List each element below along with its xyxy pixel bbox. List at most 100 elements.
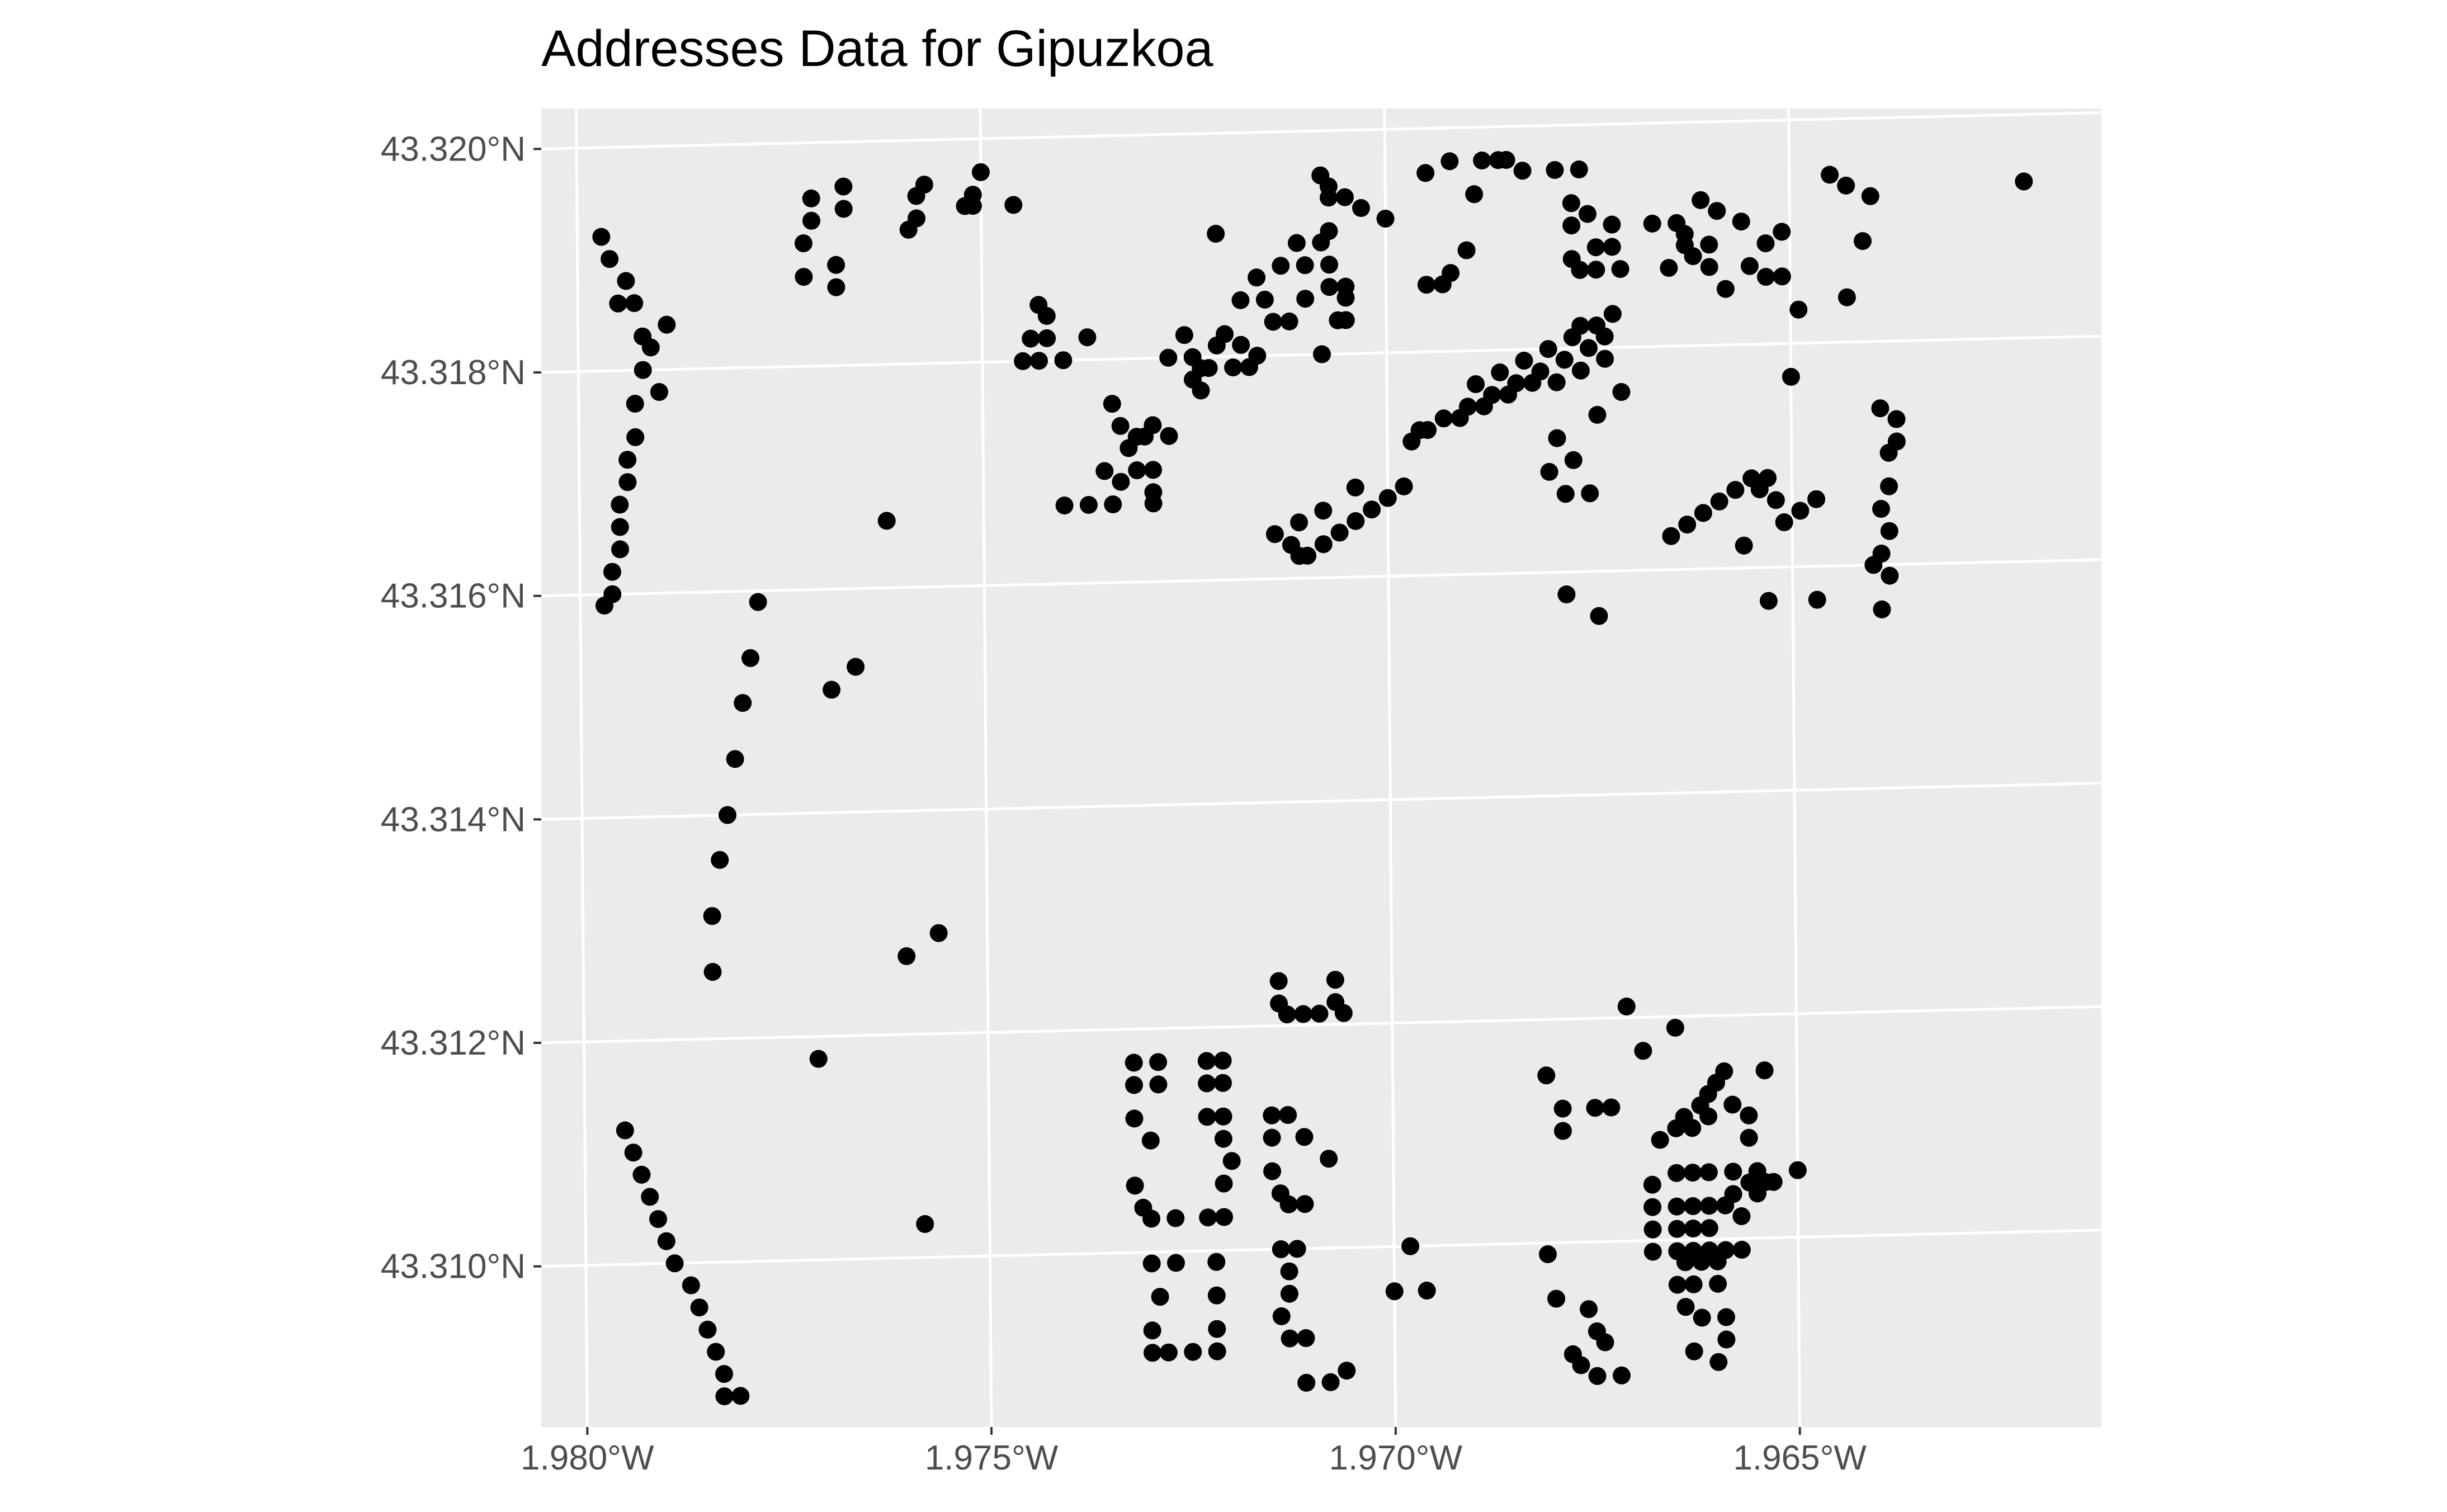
data-point bbox=[1467, 375, 1485, 393]
data-point bbox=[1740, 257, 1759, 275]
data-point bbox=[1553, 1099, 1572, 1118]
data-point bbox=[1723, 1095, 1742, 1114]
data-point bbox=[1588, 1367, 1607, 1385]
data-point bbox=[626, 395, 644, 413]
data-point bbox=[1248, 347, 1267, 365]
data-point bbox=[1255, 290, 1274, 309]
data-point bbox=[601, 250, 619, 268]
data-point bbox=[1580, 339, 1598, 357]
data-point bbox=[1207, 1286, 1226, 1305]
data-point bbox=[1215, 1174, 1233, 1193]
data-point bbox=[1588, 405, 1607, 424]
data-point bbox=[802, 211, 820, 230]
data-point bbox=[1184, 1343, 1202, 1361]
data-point bbox=[1434, 409, 1453, 428]
data-point bbox=[1759, 592, 1778, 610]
data-point bbox=[1726, 481, 1745, 499]
data-point bbox=[1700, 235, 1718, 254]
data-point bbox=[1668, 1220, 1686, 1238]
chart-title: Addresses Data for Gipuzkoa bbox=[541, 20, 1214, 77]
data-point bbox=[611, 495, 629, 514]
data-point bbox=[809, 1050, 828, 1068]
data-point bbox=[665, 1254, 684, 1273]
plot-panel bbox=[541, 108, 2101, 1427]
data-point bbox=[1314, 535, 1333, 554]
data-point bbox=[1611, 260, 1629, 278]
data-point bbox=[1724, 1185, 1742, 1203]
y-tick-label: 43.312°N bbox=[381, 1024, 526, 1062]
data-point bbox=[649, 1210, 667, 1228]
data-point bbox=[1732, 1241, 1751, 1259]
data-point bbox=[897, 947, 916, 965]
data-point bbox=[1144, 1344, 1161, 1362]
data-point bbox=[1499, 385, 1518, 404]
data-point bbox=[1269, 972, 1288, 990]
data-point bbox=[1586, 238, 1605, 257]
data-point bbox=[1612, 383, 1631, 401]
data-point bbox=[2015, 172, 2033, 191]
data-point bbox=[1215, 1208, 1234, 1226]
data-point bbox=[1540, 462, 1558, 481]
data-point bbox=[1662, 527, 1680, 545]
data-point bbox=[1709, 1274, 1727, 1293]
data-point bbox=[625, 294, 644, 313]
data-point bbox=[1287, 234, 1306, 252]
data-point bbox=[1395, 477, 1413, 495]
data-point bbox=[1668, 1275, 1687, 1294]
data-point bbox=[1708, 1252, 1727, 1270]
data-point bbox=[1837, 288, 1856, 306]
data-point bbox=[1326, 971, 1344, 989]
data-point bbox=[1136, 427, 1154, 446]
data-point bbox=[650, 383, 668, 401]
data-point bbox=[1208, 1342, 1226, 1360]
data-point bbox=[1264, 313, 1282, 331]
data-point bbox=[1497, 151, 1515, 169]
data-point bbox=[1295, 1128, 1314, 1146]
data-point bbox=[1684, 1197, 1702, 1215]
data-point bbox=[1214, 1074, 1232, 1092]
data-point bbox=[1643, 1220, 1662, 1239]
data-point bbox=[626, 428, 645, 446]
data-point bbox=[1603, 305, 1622, 323]
data-point bbox=[634, 361, 652, 379]
axes: 43.310°N 43.312°N 43.314°N 43.316°N 43.318°N… bbox=[381, 130, 1867, 1477]
data-point bbox=[1881, 566, 1899, 585]
y-tick-label: 43.314°N bbox=[381, 800, 526, 839]
data-point bbox=[707, 1343, 725, 1361]
data-point bbox=[1595, 327, 1614, 346]
data-point bbox=[929, 924, 948, 942]
data-point bbox=[1079, 496, 1098, 514]
data-point bbox=[1272, 257, 1290, 275]
data-point bbox=[1336, 311, 1355, 329]
data-point bbox=[1643, 1175, 1661, 1194]
data-point bbox=[1054, 351, 1073, 370]
data-point bbox=[1571, 316, 1590, 335]
data-point bbox=[1871, 399, 1889, 418]
x-tick-label: 1.975°W bbox=[925, 1439, 1059, 1477]
data-point bbox=[1037, 307, 1056, 325]
data-point bbox=[1222, 1152, 1241, 1170]
data-point bbox=[657, 1232, 675, 1250]
data-point bbox=[1684, 1220, 1702, 1237]
data-point bbox=[1684, 1275, 1703, 1293]
y-tick-label: 43.316°N bbox=[381, 577, 526, 616]
y-gridline bbox=[541, 558, 2102, 598]
data-point bbox=[1296, 256, 1314, 275]
data-point bbox=[1198, 1074, 1216, 1093]
y-tick-label: 43.310°N bbox=[381, 1248, 526, 1286]
data-point bbox=[1675, 225, 1694, 243]
data-point bbox=[1587, 261, 1605, 279]
data-point bbox=[1586, 1099, 1604, 1117]
data-point bbox=[1643, 1198, 1662, 1216]
data-point bbox=[1457, 241, 1476, 259]
data-point bbox=[1030, 352, 1048, 370]
data-point bbox=[1265, 525, 1284, 544]
data-point bbox=[1207, 1253, 1226, 1271]
data-point bbox=[1336, 188, 1354, 206]
data-point bbox=[1263, 1128, 1281, 1147]
data-point bbox=[1735, 536, 1753, 555]
data-point bbox=[715, 1365, 733, 1383]
data-point bbox=[1676, 1298, 1695, 1316]
data-point bbox=[1873, 600, 1891, 618]
data-point bbox=[1103, 395, 1121, 413]
